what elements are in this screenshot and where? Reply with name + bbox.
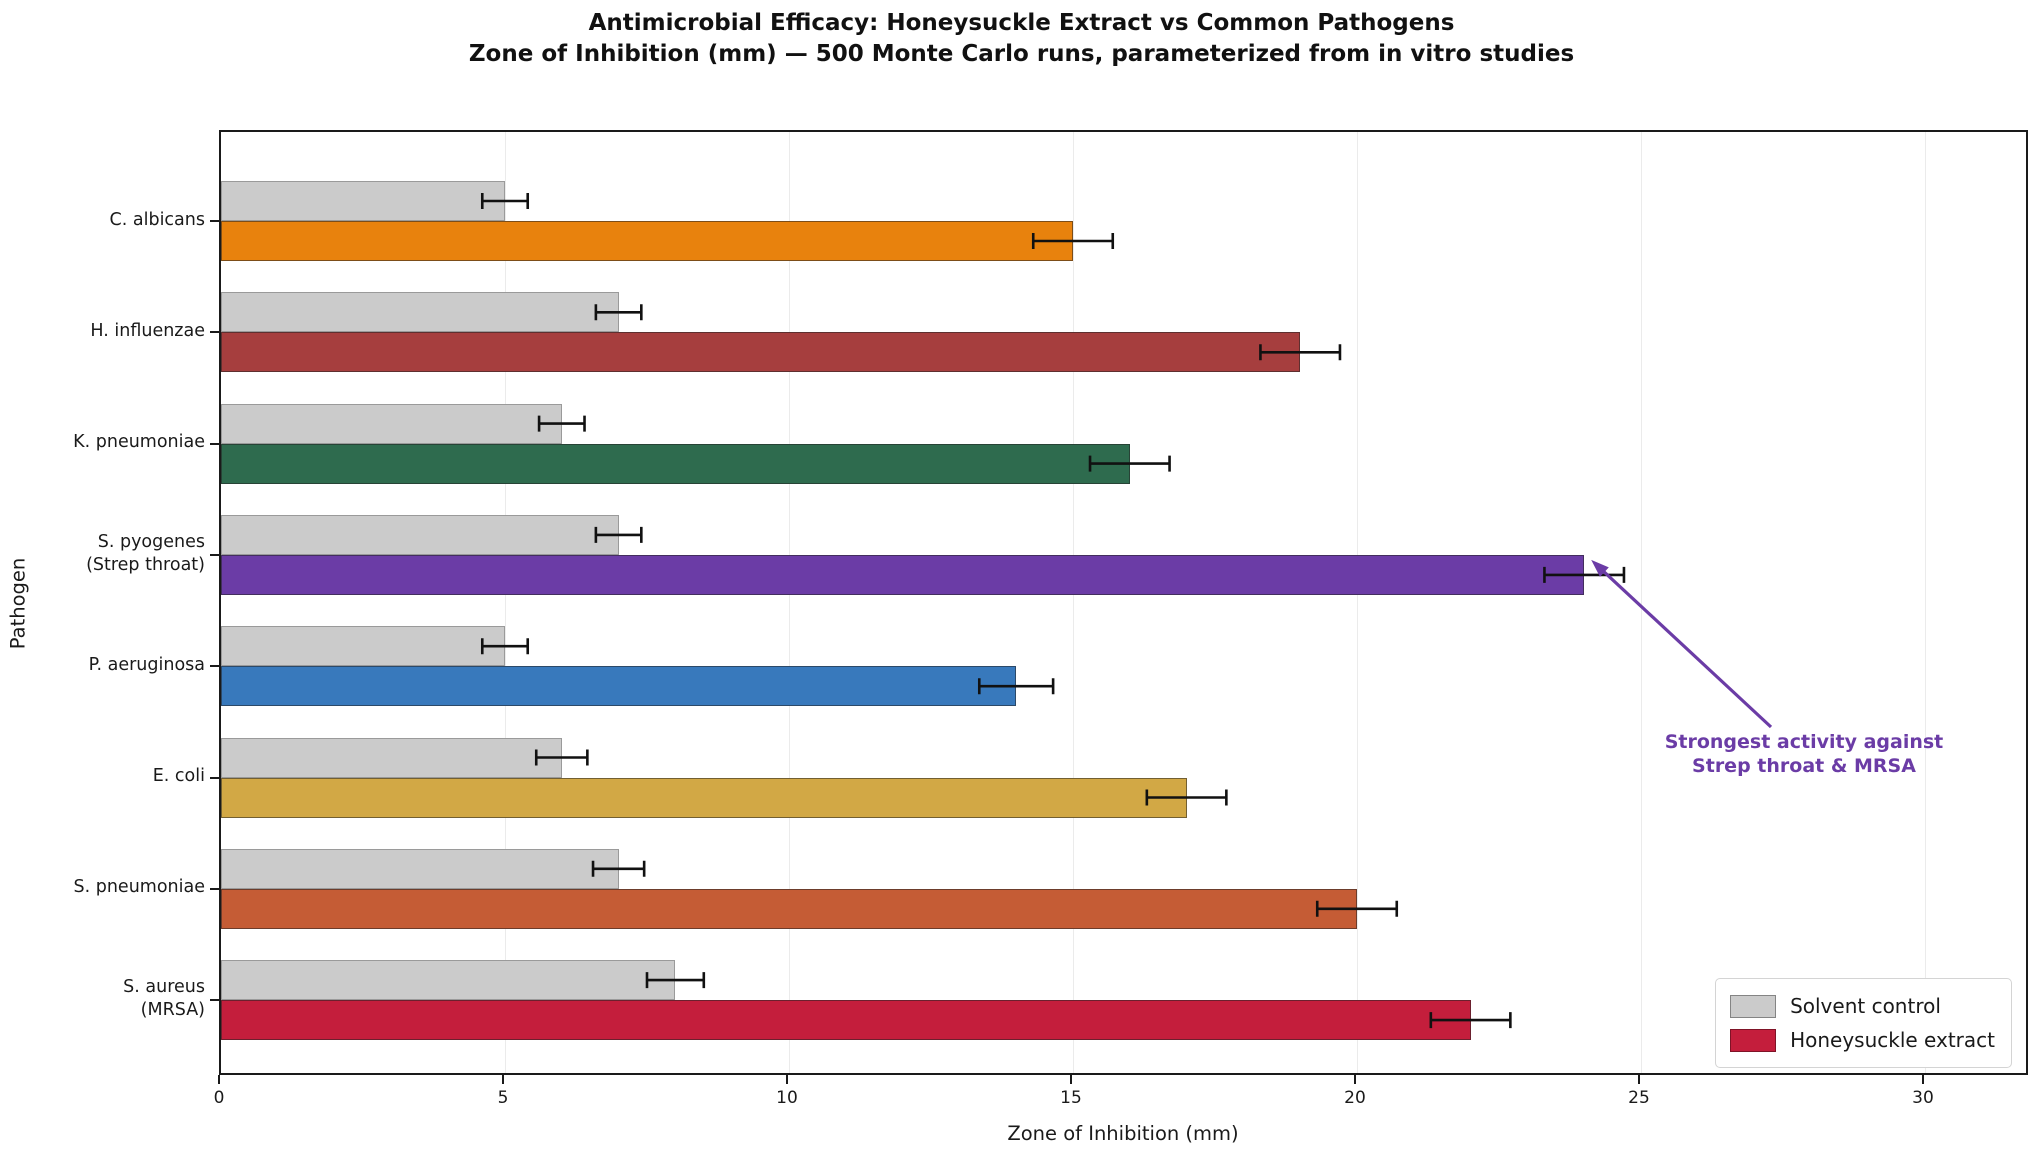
x-tick-mark-30 — [1922, 1075, 1924, 1084]
x-tick-label-25: 25 — [1628, 1088, 1650, 1108]
x-tick-mark-10 — [786, 1075, 788, 1084]
gridline-x-15 — [1072, 132, 1074, 1073]
legend-item-control: Solvent control — [1730, 989, 1995, 1023]
legend-label-extract: Honeysuckle extract — [1790, 1028, 1995, 1052]
gridline-x-5 — [504, 132, 506, 1073]
chart-subtitle: Zone of Inhibition (mm) — 500 Monte Carl… — [468, 41, 1575, 67]
y-tick-mark-s-pyogenes — [210, 553, 219, 556]
legend-item-extract: Honeysuckle extract — [1730, 1023, 1995, 1057]
legend-swatch-control — [1730, 994, 1777, 1018]
bar-control-h-influenzae — [221, 292, 619, 333]
x-tick-mark-15 — [1070, 1075, 1072, 1084]
bar-extract-h-influenzae — [221, 332, 1301, 373]
y-tick-mark-s-aureus — [210, 999, 219, 1002]
bar-control-p-aeruginosa — [221, 626, 505, 667]
bar-control-e-coli — [221, 737, 562, 778]
plot-area: Solvent control Honeysuckle extract — [219, 130, 2028, 1075]
y-tick-label-h-influenzae: H. influenzae — [90, 320, 205, 341]
y-tick-label-p-aeruginosa: P. aeruginosa — [88, 654, 205, 675]
bar-extract-e-coli — [221, 777, 1187, 818]
x-tick-mark-5 — [502, 1075, 504, 1084]
x-tick-mark-0 — [218, 1075, 220, 1084]
x-tick-label-10: 10 — [776, 1088, 798, 1108]
y-tick-label-s-aureus: S. aureus (MRSA) — [123, 977, 205, 1021]
legend-swatch-extract — [1730, 1028, 1777, 1052]
bar-extract-s-aureus — [221, 1000, 1471, 1041]
annotation-text: Strongest activity against Strep throat … — [1602, 730, 2006, 778]
y-tick-mark-s-pneumoniae — [210, 887, 219, 890]
gridline-x-30 — [1924, 132, 1926, 1073]
legend: Solvent control Honeysuckle extract — [1715, 978, 2012, 1068]
x-axis-label: Zone of Inhibition (mm) — [1007, 1122, 1239, 1145]
bar-extract-c-albicans — [221, 221, 1073, 261]
bar-control-s-pyogenes — [221, 514, 619, 555]
y-tick-mark-p-aeruginosa — [210, 665, 219, 668]
y-tick-label-s-pyogenes: S. pyogenes (Strep throat) — [86, 531, 205, 575]
y-tick-mark-c-albicans — [210, 220, 219, 222]
bar-control-s-aureus — [221, 960, 676, 1001]
x-tick-label-0: 0 — [213, 1088, 225, 1108]
bar-control-c-albicans — [221, 181, 505, 221]
annotation-line-2: Strep throat & MRSA — [1692, 755, 1916, 777]
gridline-x-20 — [1356, 132, 1358, 1073]
x-tick-label-15: 15 — [1060, 1088, 1082, 1108]
annotation-line-1: Strongest activity against — [1664, 731, 1944, 753]
x-tick-mark-20 — [1354, 1075, 1356, 1084]
gridline-x-25 — [1640, 132, 1642, 1073]
y-tick-label-e-coli: E. coli — [152, 766, 205, 786]
x-tick-label-30: 30 — [1912, 1088, 1934, 1108]
y-tick-label-c-albicans: C. albicans — [109, 209, 205, 230]
y-tick-label-k-pneumoniae: K. pneumoniae — [73, 432, 205, 453]
x-tick-label-5: 5 — [497, 1088, 509, 1108]
bar-extract-s-pneumoniae — [221, 888, 1357, 929]
bar-control-k-pneumoniae — [221, 403, 562, 444]
legend-label-control: Solvent control — [1790, 994, 1941, 1018]
y-axis-label: Pathogen — [6, 557, 30, 650]
chart-title: Antimicrobial Efficacy: Honeysuckle Extr… — [588, 10, 1455, 36]
gridline-x-10 — [788, 132, 790, 1073]
bar-extract-p-aeruginosa — [221, 666, 1017, 707]
chart-title-block: Antimicrobial Efficacy: Honeysuckle Extr… — [0, 8, 2043, 70]
x-tick-mark-25 — [1638, 1075, 1640, 1084]
bar-extract-s-pyogenes — [221, 554, 1585, 595]
y-tick-label-s-pneumoniae: S. pneumoniae — [73, 877, 206, 898]
x-tick-label-20: 20 — [1344, 1088, 1366, 1108]
y-tick-mark-k-pneumoniae — [210, 442, 219, 445]
y-tick-mark-e-coli — [210, 776, 219, 779]
bar-control-s-pneumoniae — [221, 848, 619, 889]
y-tick-mark-h-influenzae — [210, 331, 219, 334]
bar-extract-k-pneumoniae — [221, 443, 1130, 484]
